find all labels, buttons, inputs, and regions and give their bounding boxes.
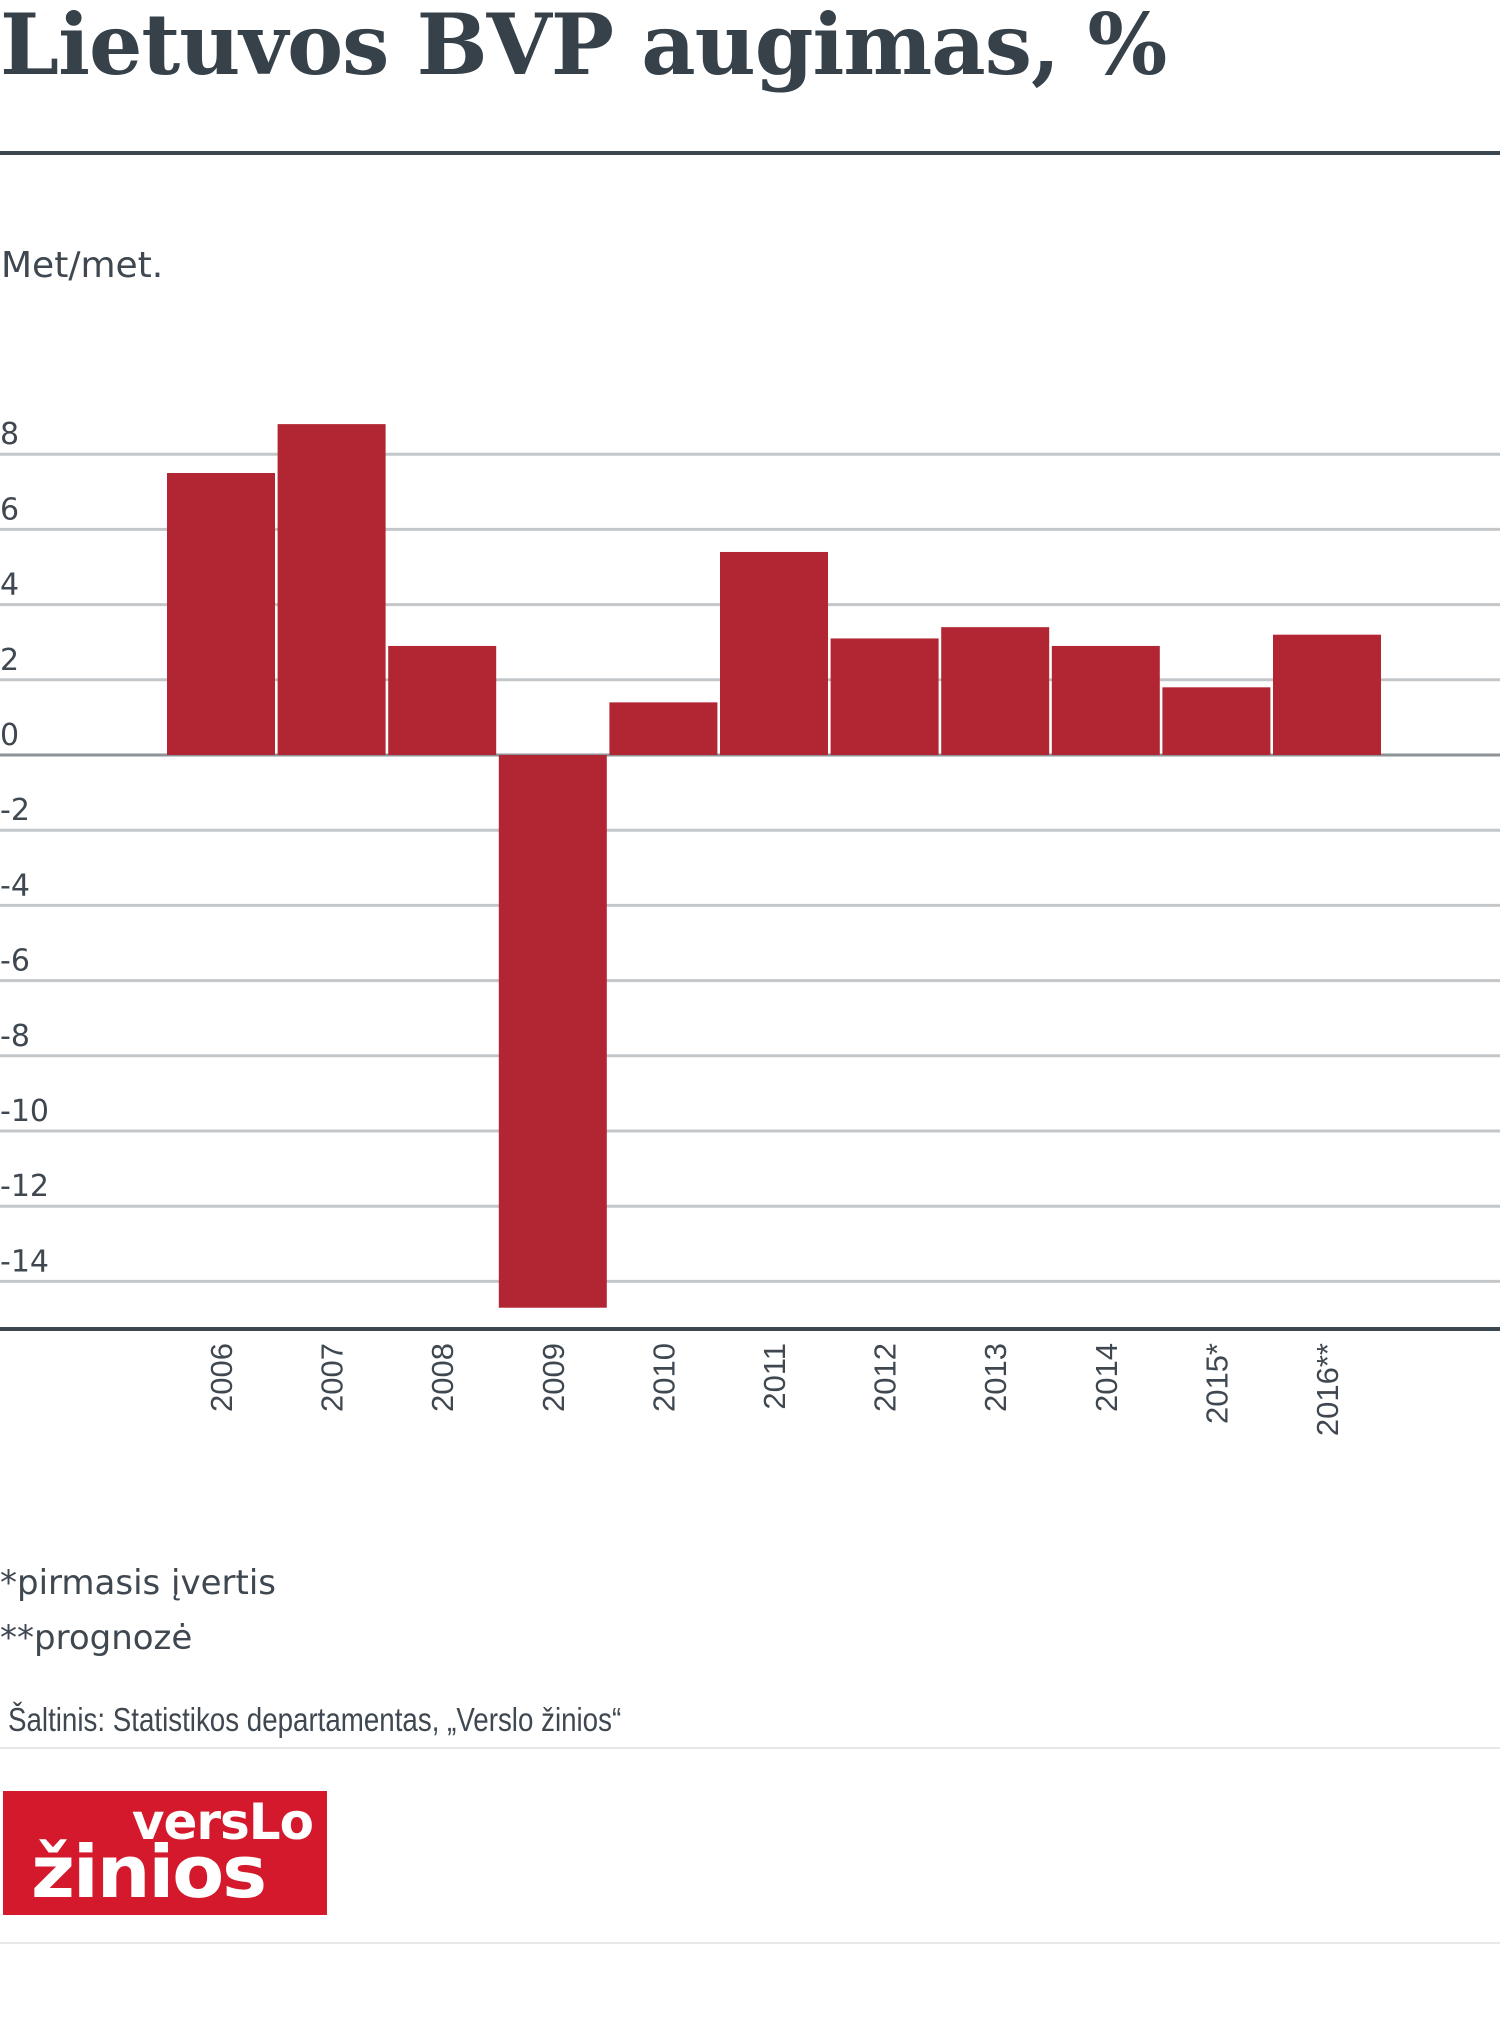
y-tick-label: 4 [0,568,19,603]
y-tick-label: -10 [0,1094,49,1129]
logo-text-top: versLo [131,1793,314,1851]
bar-2010 [609,702,718,755]
bar-2013 [941,627,1050,755]
footer-divider-top [0,1747,1500,1749]
x-tick-label: 2009 [536,1343,571,1412]
footer-divider-bottom [0,1942,1500,1944]
footnote-first-estimate: *pirmasis įvertis [0,1563,277,1603]
bar-2015 [1162,687,1271,755]
bar-2007 [277,424,386,755]
bars [167,424,1381,1308]
verslo-zinios-logo: versLo žinios [3,1791,327,1915]
logo-text-bottom: žinios [31,1830,267,1914]
x-tick-label: 2006 [204,1343,239,1412]
x-tick-label: 2011 [757,1343,792,1410]
x-tick-label: 2016** [1310,1343,1345,1436]
footnote-forecast: **prognozė [0,1618,193,1658]
y-tick-label: -6 [0,944,30,979]
y-tick-label: 6 [0,492,19,527]
y-tick-label: -8 [0,1019,30,1054]
y-axis-unit-label: Met/met. [1,245,164,286]
chart-title: Lietuvos BVP augimas, % [0,0,1167,94]
y-tick-label: 0 [0,718,19,753]
x-tick-label: 2013 [978,1343,1013,1412]
x-tick-label: 2010 [646,1343,681,1412]
bar-2008 [388,645,497,755]
x-axis-ticks: 2006 2007 2008 2009 2010 2011 2012 2013 2014 2015… [204,1343,1345,1436]
y-tick-label: -2 [0,793,30,828]
x-tick-label: 2007 [315,1343,350,1412]
bar-2016 [1273,634,1381,755]
source-note: Šaltinis: Statistikos departamentas, „Ve… [8,1701,622,1738]
y-tick-label: -14 [0,1244,49,1279]
x-tick-label: 2014 [1089,1343,1124,1412]
x-tick-label: 2008 [425,1343,460,1412]
y-axis-ticks: 8 6 4 2 0 -2 -4 -6 -8 -10 -12 -14 [0,417,49,1279]
bar-2012 [830,638,939,755]
bar-2006 [167,473,275,755]
x-tick-label: 2015* [1199,1343,1234,1424]
y-tick-label: -4 [0,868,30,903]
bar-2014 [1051,645,1160,755]
y-tick-label: 8 [0,417,19,452]
x-tick-label: 2012 [868,1343,903,1412]
y-tick-label: 2 [0,643,19,678]
bar-2011 [720,551,828,755]
title-divider [0,151,1500,155]
bar-2009 [498,755,607,1308]
y-tick-label: -12 [0,1169,49,1204]
